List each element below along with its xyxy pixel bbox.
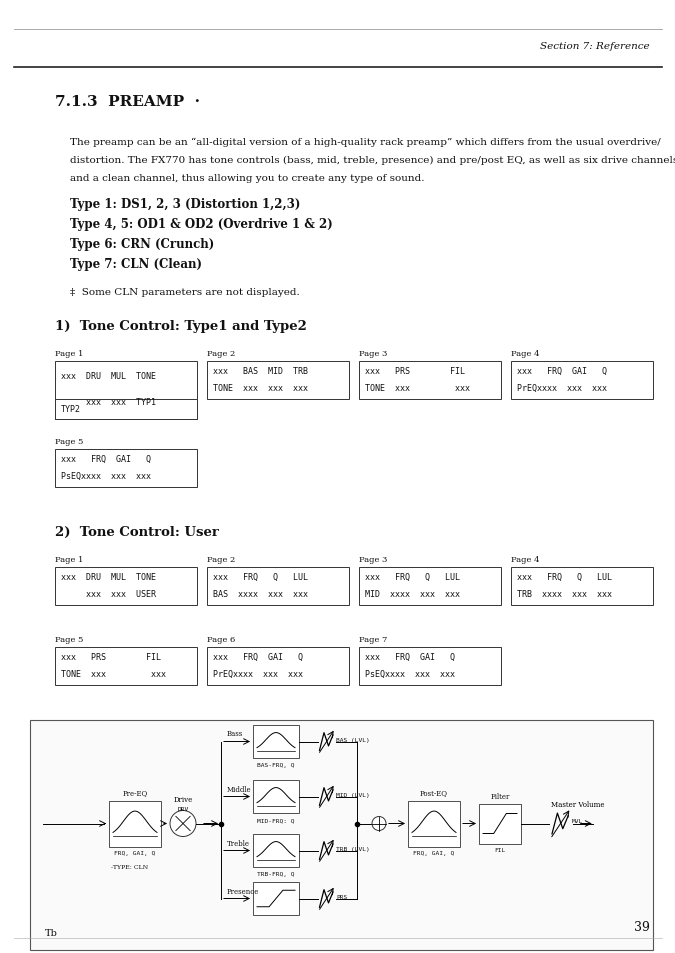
Text: Bass: Bass <box>227 730 243 738</box>
Text: TYP2: TYP2 <box>61 404 81 414</box>
FancyBboxPatch shape <box>408 801 460 846</box>
Text: xxx   FRQ   Q   LUL: xxx FRQ Q LUL <box>517 573 612 581</box>
FancyBboxPatch shape <box>55 399 197 419</box>
Text: MVL: MVL <box>572 819 583 823</box>
Text: TRB (LVL): TRB (LVL) <box>336 846 370 851</box>
Text: TRB  xxxx  xxx  xxx: TRB xxxx xxx xxx <box>517 590 612 598</box>
FancyBboxPatch shape <box>30 720 653 950</box>
FancyBboxPatch shape <box>253 834 299 867</box>
Text: PsEQxxxx  xxx  xxx: PsEQxxxx xxx xxx <box>365 670 455 679</box>
Text: Middle: Middle <box>227 784 252 793</box>
Text: xxx   PRS        FIL: xxx PRS FIL <box>365 367 465 375</box>
Text: distortion. The FX770 has tone controls (bass, mid, treble, presence) and pre/po: distortion. The FX770 has tone controls … <box>70 156 675 165</box>
Text: xxx  xxx  TYP1: xxx xxx TYP1 <box>61 398 156 407</box>
Text: xxx  DRU  MUL  TONE: xxx DRU MUL TONE <box>61 573 156 581</box>
Text: Page 2: Page 2 <box>207 556 236 563</box>
Text: DRV: DRV <box>178 806 188 812</box>
Text: TONE  xxx         xxx: TONE xxx xxx <box>61 670 166 679</box>
FancyBboxPatch shape <box>109 801 161 846</box>
Text: -TYPE: CLN: -TYPE: CLN <box>111 864 148 869</box>
Text: BAS  xxxx  xxx  xxx: BAS xxxx xxx xxx <box>213 590 308 598</box>
Text: Pre-EQ: Pre-EQ <box>122 789 148 797</box>
FancyBboxPatch shape <box>55 361 197 419</box>
FancyBboxPatch shape <box>55 567 197 605</box>
Text: PsEQxxxx  xxx  xxx: PsEQxxxx xxx xxx <box>61 472 151 480</box>
Text: The preamp can be an “all-digital version of a high-quality rack preamp” which d: The preamp can be an “all-digital versio… <box>70 138 661 147</box>
FancyBboxPatch shape <box>55 450 197 488</box>
Circle shape <box>170 811 196 837</box>
FancyBboxPatch shape <box>253 781 299 813</box>
Text: PrEQxxxx  xxx  xxx: PrEQxxxx xxx xxx <box>517 384 607 393</box>
Text: TONE  xxx  xxx  xxx: TONE xxx xxx xxx <box>213 384 308 393</box>
Text: BAS (LVL): BAS (LVL) <box>336 737 370 742</box>
FancyBboxPatch shape <box>359 647 501 685</box>
Text: 1)  Tone Control: Type1 and Type2: 1) Tone Control: Type1 and Type2 <box>55 319 307 333</box>
FancyBboxPatch shape <box>479 803 521 843</box>
Text: MID (LVL): MID (LVL) <box>336 792 370 797</box>
FancyBboxPatch shape <box>511 567 653 605</box>
Text: Type 6: CRN (Crunch): Type 6: CRN (Crunch) <box>70 237 214 251</box>
Text: Page 5: Page 5 <box>55 636 84 643</box>
Text: Page 1: Page 1 <box>55 556 84 563</box>
Text: and a clean channel, thus allowing you to create any type of sound.: and a clean channel, thus allowing you t… <box>70 173 425 183</box>
FancyBboxPatch shape <box>207 361 349 399</box>
Text: Master Volume: Master Volume <box>551 801 605 809</box>
Text: xxx   FRQ   Q   LUL: xxx FRQ Q LUL <box>365 573 460 581</box>
Text: xxx  DRU  MUL  TONE: xxx DRU MUL TONE <box>61 372 156 380</box>
Text: Page 6: Page 6 <box>207 636 236 643</box>
Text: Drive: Drive <box>173 796 192 803</box>
Text: FIL: FIL <box>494 847 506 853</box>
Text: Presence: Presence <box>227 886 259 895</box>
Text: TONE  xxx         xxx: TONE xxx xxx <box>365 384 470 393</box>
Text: ‡  Some CLN parameters are not displayed.: ‡ Some CLN parameters are not displayed. <box>70 288 300 296</box>
Text: Filter: Filter <box>490 792 510 800</box>
Text: xxx   FRQ  GAI   Q: xxx FRQ GAI Q <box>517 367 607 375</box>
FancyBboxPatch shape <box>253 882 299 915</box>
Text: Page 5: Page 5 <box>55 437 84 446</box>
Text: Page 2: Page 2 <box>207 350 236 357</box>
Text: PRS: PRS <box>336 894 347 899</box>
Text: Tb: Tb <box>45 928 58 937</box>
FancyBboxPatch shape <box>207 567 349 605</box>
Text: Page 7: Page 7 <box>359 636 387 643</box>
Text: FRQ, GAI, Q: FRQ, GAI, Q <box>413 851 455 856</box>
Text: MID  xxxx  xxx  xxx: MID xxxx xxx xxx <box>365 590 460 598</box>
Text: Post-EQ: Post-EQ <box>420 789 448 797</box>
Text: TRB-FRQ, Q: TRB-FRQ, Q <box>257 871 295 876</box>
FancyBboxPatch shape <box>359 567 501 605</box>
FancyBboxPatch shape <box>511 361 653 399</box>
Text: Page 3: Page 3 <box>359 556 387 563</box>
Text: Page 1: Page 1 <box>55 350 84 357</box>
FancyBboxPatch shape <box>207 647 349 685</box>
FancyBboxPatch shape <box>253 725 299 759</box>
Text: 39: 39 <box>634 920 650 933</box>
Text: xxx   FRQ  GAI   Q: xxx FRQ GAI Q <box>61 455 151 463</box>
Text: xxx   BAS  MID  TRB: xxx BAS MID TRB <box>213 367 308 375</box>
Text: Page 3: Page 3 <box>359 350 387 357</box>
Text: xxx   FRQ  GAI   Q: xxx FRQ GAI Q <box>365 652 455 661</box>
Text: MID-FRQ: Q: MID-FRQ: Q <box>257 817 295 822</box>
Text: Page 4: Page 4 <box>511 350 539 357</box>
Text: PrEQxxxx  xxx  xxx: PrEQxxxx xxx xxx <box>213 670 303 679</box>
Text: 2)  Tone Control: User: 2) Tone Control: User <box>55 525 219 538</box>
Text: Type 4, 5: OD1 & OD2 (Overdrive 1 & 2): Type 4, 5: OD1 & OD2 (Overdrive 1 & 2) <box>70 218 333 231</box>
Text: Type 7: CLN (Clean): Type 7: CLN (Clean) <box>70 257 202 271</box>
Text: BAS-FRQ, Q: BAS-FRQ, Q <box>257 762 295 767</box>
Text: FRQ, GAI, Q: FRQ, GAI, Q <box>114 851 156 856</box>
Text: xxx   FRQ   Q   LUL: xxx FRQ Q LUL <box>213 573 308 581</box>
Text: xxx   PRS        FIL: xxx PRS FIL <box>61 652 161 661</box>
Text: Treble: Treble <box>227 839 250 846</box>
Text: xxx  xxx  USER: xxx xxx USER <box>61 590 156 598</box>
Text: Section 7: Reference: Section 7: Reference <box>541 42 650 51</box>
Circle shape <box>372 817 386 831</box>
Text: xxx   FRQ  GAI   Q: xxx FRQ GAI Q <box>213 652 303 661</box>
Text: Type 1: DS1, 2, 3 (Distortion 1,2,3): Type 1: DS1, 2, 3 (Distortion 1,2,3) <box>70 198 300 211</box>
Text: 7.1.3  PREAMP  ·: 7.1.3 PREAMP · <box>55 95 200 109</box>
FancyBboxPatch shape <box>359 361 501 399</box>
Text: Page 4: Page 4 <box>511 556 539 563</box>
FancyBboxPatch shape <box>55 647 197 685</box>
